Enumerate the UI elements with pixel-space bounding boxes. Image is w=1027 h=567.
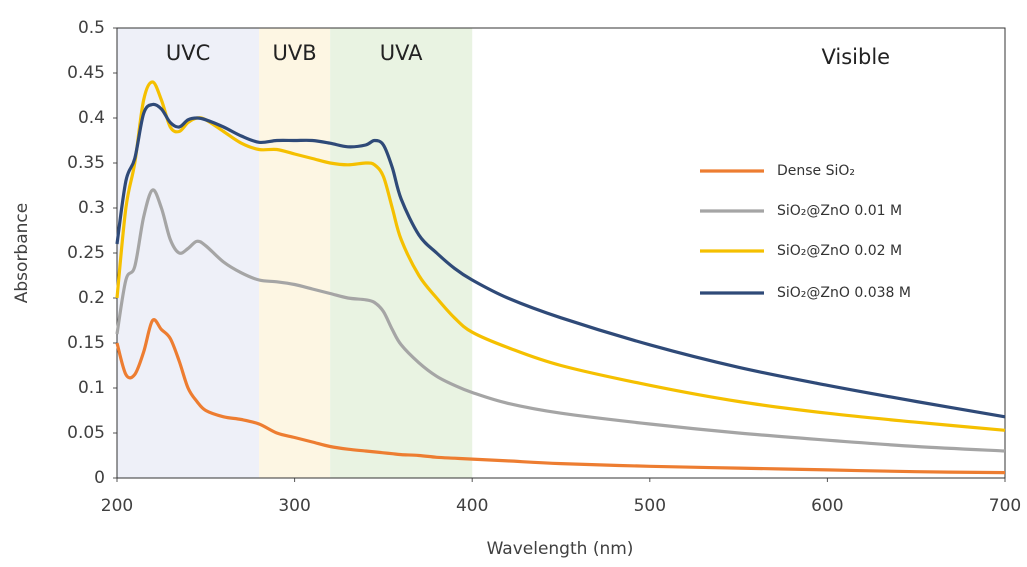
region-label: UVC (166, 41, 210, 65)
series-line (115, 102, 1006, 419)
y-tick-label: 0.1 (78, 378, 105, 398)
region-label: UVB (273, 41, 317, 65)
x-tick-label: 200 (101, 496, 133, 516)
y-tick-label: 0.2 (78, 288, 105, 308)
y-tick-label: 0.05 (67, 423, 105, 443)
legend-label: SiO₂@ZnO 0.038 M (777, 285, 911, 301)
x-tick-label: 400 (456, 496, 488, 516)
region-band (330, 28, 473, 478)
x-tick-label: 500 (634, 496, 666, 516)
y-tick-label: 0.4 (78, 108, 105, 128)
region-band (117, 28, 260, 478)
x-tick-label: 700 (989, 496, 1021, 516)
x-tick-label: 300 (278, 496, 310, 516)
y-tick-label: 0.15 (67, 333, 105, 353)
y-tick-label: 0.35 (67, 153, 105, 173)
region-label: Visible (822, 45, 891, 69)
x-tick-label: 600 (811, 496, 843, 516)
y-tick-label: 0.3 (78, 198, 105, 218)
x-axis-label: Wavelength (nm) (487, 539, 634, 559)
y-tick-label: 0 (94, 468, 105, 488)
legend-label: SiO₂@ZnO 0.01 M (777, 203, 902, 219)
legend-label: Dense SiO₂ (777, 163, 855, 179)
region-band (259, 28, 331, 478)
region-label: UVA (380, 41, 423, 65)
series-line (115, 188, 1006, 453)
y-tick-label: 0.5 (78, 18, 105, 38)
plot-frame (116, 27, 1006, 479)
y-tick-label: 0.45 (67, 63, 105, 83)
series-line (115, 318, 1006, 475)
y-axis-label: Absorbance (12, 203, 32, 303)
legend-label: SiO₂@ZnO 0.02 M (777, 243, 902, 259)
y-tick-label: 0.25 (67, 243, 105, 263)
